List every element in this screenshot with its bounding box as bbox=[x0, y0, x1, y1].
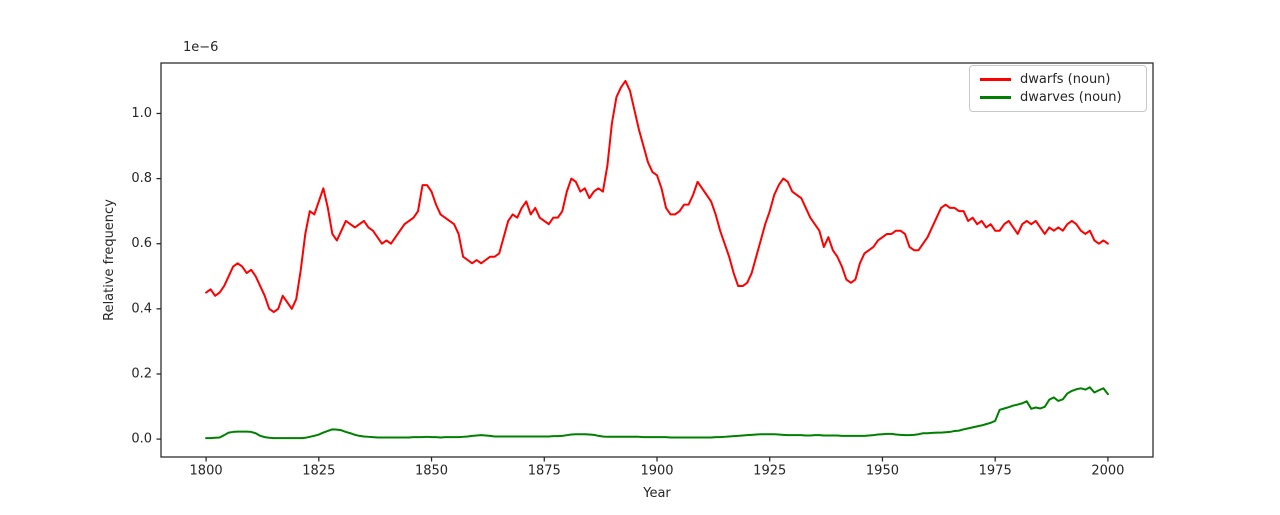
dwarfs-series-line bbox=[205, 79, 1109, 314]
y-tick-label: 1.0 bbox=[131, 106, 152, 121]
y-tick-label: 0.8 bbox=[131, 171, 152, 186]
y-axis-label: Relative frequency bbox=[102, 199, 117, 321]
plot-area bbox=[205, 79, 1109, 440]
x-tick-label: 2000 bbox=[1091, 463, 1124, 478]
y-axis-offset-text: 1e−6 bbox=[183, 40, 218, 55]
legend-item-dwarves: dwarves (noun) bbox=[980, 91, 1136, 104]
dwarves-line-swatch-icon bbox=[980, 96, 1011, 99]
x-tick-label: 1925 bbox=[753, 463, 786, 478]
y-tick-label: 0.2 bbox=[131, 366, 152, 381]
dwarves-series-line bbox=[205, 386, 1109, 440]
y-tick-label: 0.0 bbox=[131, 432, 152, 447]
x-axis-label: Year bbox=[642, 486, 671, 501]
dwarfs-line-swatch-icon bbox=[980, 78, 1011, 81]
legend-label-dwarves: dwarves (noun) bbox=[1020, 90, 1122, 105]
x-tick-label: 1875 bbox=[528, 463, 561, 478]
x-tick-label: 1975 bbox=[979, 463, 1012, 478]
x-tick-label: 1850 bbox=[415, 463, 448, 478]
legend: dwarfs (noun) dwarves (noun) bbox=[969, 65, 1147, 112]
legend-label-dwarfs: dwarfs (noun) bbox=[1020, 72, 1111, 87]
y-tick-label: 0.4 bbox=[131, 301, 152, 316]
x-tick-label: 1825 bbox=[302, 463, 335, 478]
x-tick-label: 1900 bbox=[640, 463, 673, 478]
x-tick-label: 1800 bbox=[190, 463, 223, 478]
legend-item-dwarfs: dwarfs (noun) bbox=[980, 73, 1136, 86]
axes-frame bbox=[160, 62, 1154, 458]
y-tick-label: 0.6 bbox=[131, 236, 152, 251]
axes-layer: 1800 1825 1850 1875 1900 1925 1950 1975 2000 0.0 0… bbox=[131, 106, 1124, 478]
x-tick-label: 1950 bbox=[866, 463, 899, 478]
axes-spines bbox=[160, 62, 1154, 458]
